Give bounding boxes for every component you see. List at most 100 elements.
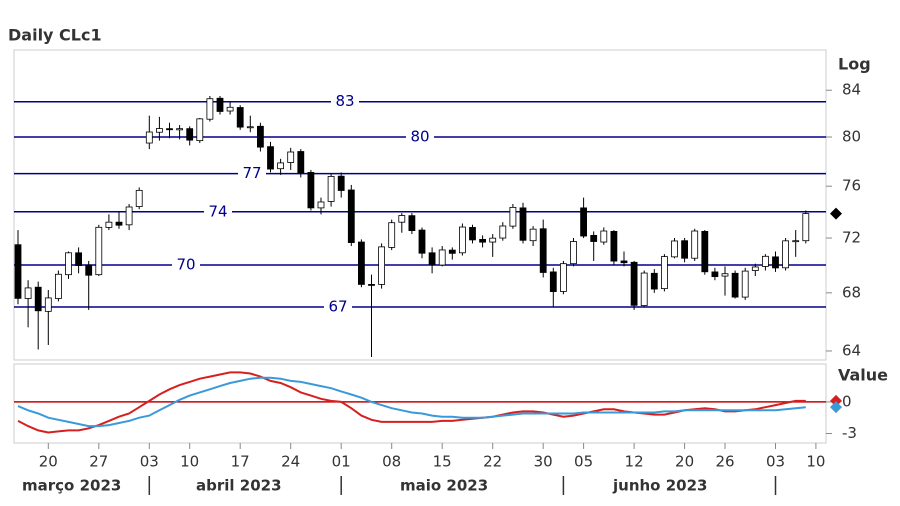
candle-body xyxy=(115,221,123,226)
candle-body xyxy=(236,107,244,128)
candle-body xyxy=(44,297,52,312)
candle-body xyxy=(378,246,386,285)
candle-body xyxy=(287,151,295,163)
level-label-bg xyxy=(331,92,359,111)
candle-body xyxy=(751,266,759,271)
level-label: 83 xyxy=(335,92,354,110)
candle-body xyxy=(580,207,587,237)
level-label-bg xyxy=(324,298,352,317)
candle-body xyxy=(246,126,254,129)
candle-body xyxy=(196,118,204,142)
candle-body xyxy=(630,261,638,306)
candle-body xyxy=(802,213,810,242)
candle-body xyxy=(792,240,800,243)
candle-body xyxy=(176,128,184,131)
candle-body xyxy=(277,162,285,170)
candle-body xyxy=(65,252,72,276)
candle-body xyxy=(347,189,355,243)
candle-body xyxy=(368,284,375,286)
x-tick-label: 27 xyxy=(89,453,108,471)
chart-title: Daily CLc1 xyxy=(8,26,102,45)
last-value-marker xyxy=(830,394,842,407)
x-tick-label: 03 xyxy=(766,453,785,471)
candle-body xyxy=(428,252,436,265)
x-tick-label: 15 xyxy=(433,453,452,471)
x-tick-label: 01 xyxy=(332,453,351,471)
candle-body xyxy=(418,229,426,254)
candle-body xyxy=(155,128,163,133)
x-tick-label: 08 xyxy=(382,453,401,471)
candle-body xyxy=(539,228,547,273)
price-panel xyxy=(13,49,827,361)
y-tick-label: 76 xyxy=(842,177,861,195)
candle-body xyxy=(448,249,456,254)
candle-body xyxy=(145,131,153,144)
y-tick-label: 64 xyxy=(842,341,861,359)
x-tick-label: 10 xyxy=(806,453,825,471)
month-label: maio 2023 xyxy=(400,477,488,495)
candle-body xyxy=(307,172,315,209)
candle-body xyxy=(772,256,779,269)
candle-body xyxy=(458,226,466,254)
candle-body xyxy=(135,189,143,207)
last-value-marker xyxy=(830,401,842,414)
candle-body xyxy=(327,176,335,202)
candle-body xyxy=(741,270,749,298)
candle-body xyxy=(610,231,618,262)
last-value-marker xyxy=(830,207,842,220)
candle-body xyxy=(55,273,62,299)
candle-body xyxy=(95,226,103,276)
y-tick-label: 0 xyxy=(842,392,852,410)
month-label: abril 2023 xyxy=(196,477,282,495)
candle-body xyxy=(357,241,365,285)
candle-body xyxy=(226,106,234,112)
candle-body xyxy=(34,286,42,312)
level-label: 74 xyxy=(208,202,227,220)
candle-body xyxy=(105,221,113,228)
candle-body xyxy=(297,151,305,174)
month-label: junho 2023 xyxy=(612,477,707,495)
candle-body xyxy=(640,272,648,307)
candle-body xyxy=(24,287,32,299)
candle-body xyxy=(620,260,628,264)
x-tick-label: 30 xyxy=(534,453,553,471)
candle-body xyxy=(489,237,497,243)
candle-body xyxy=(166,128,173,131)
candle-body xyxy=(570,241,577,265)
candle-body xyxy=(681,240,688,259)
candle-body xyxy=(438,249,446,266)
level-label: 80 xyxy=(410,128,429,146)
candle-body xyxy=(317,201,325,209)
indicator-line xyxy=(17,371,806,434)
level-label: 70 xyxy=(176,256,195,274)
y-axis-label: Log xyxy=(838,55,871,74)
candle-body xyxy=(216,97,224,112)
candle-body xyxy=(75,252,82,266)
candle-body xyxy=(590,234,598,242)
candle-body xyxy=(671,240,678,258)
candle-body xyxy=(762,255,769,267)
candle-body xyxy=(398,215,406,223)
level-label-bg xyxy=(406,128,434,147)
y-tick-label: 68 xyxy=(842,283,861,301)
candle-body xyxy=(650,272,658,290)
candle-body xyxy=(14,244,22,299)
y-tick-label: 72 xyxy=(842,229,861,247)
candle-body xyxy=(721,273,729,277)
y-axis-label: Value xyxy=(838,366,888,385)
level-label-bg xyxy=(172,256,200,275)
candle-body xyxy=(256,125,264,148)
candle-body xyxy=(267,146,274,170)
y-tick-label: 84 xyxy=(842,81,861,99)
candle-body xyxy=(408,215,416,232)
month-label: março 2023 xyxy=(22,477,121,495)
y-tick-label: -3 xyxy=(842,424,857,442)
candle-body xyxy=(731,272,739,298)
candle-body xyxy=(711,271,719,278)
candle-body xyxy=(85,264,93,276)
candle-body xyxy=(499,225,507,239)
candle-body xyxy=(479,238,487,243)
x-tick-label: 05 xyxy=(574,453,593,471)
candle-body xyxy=(701,231,709,273)
